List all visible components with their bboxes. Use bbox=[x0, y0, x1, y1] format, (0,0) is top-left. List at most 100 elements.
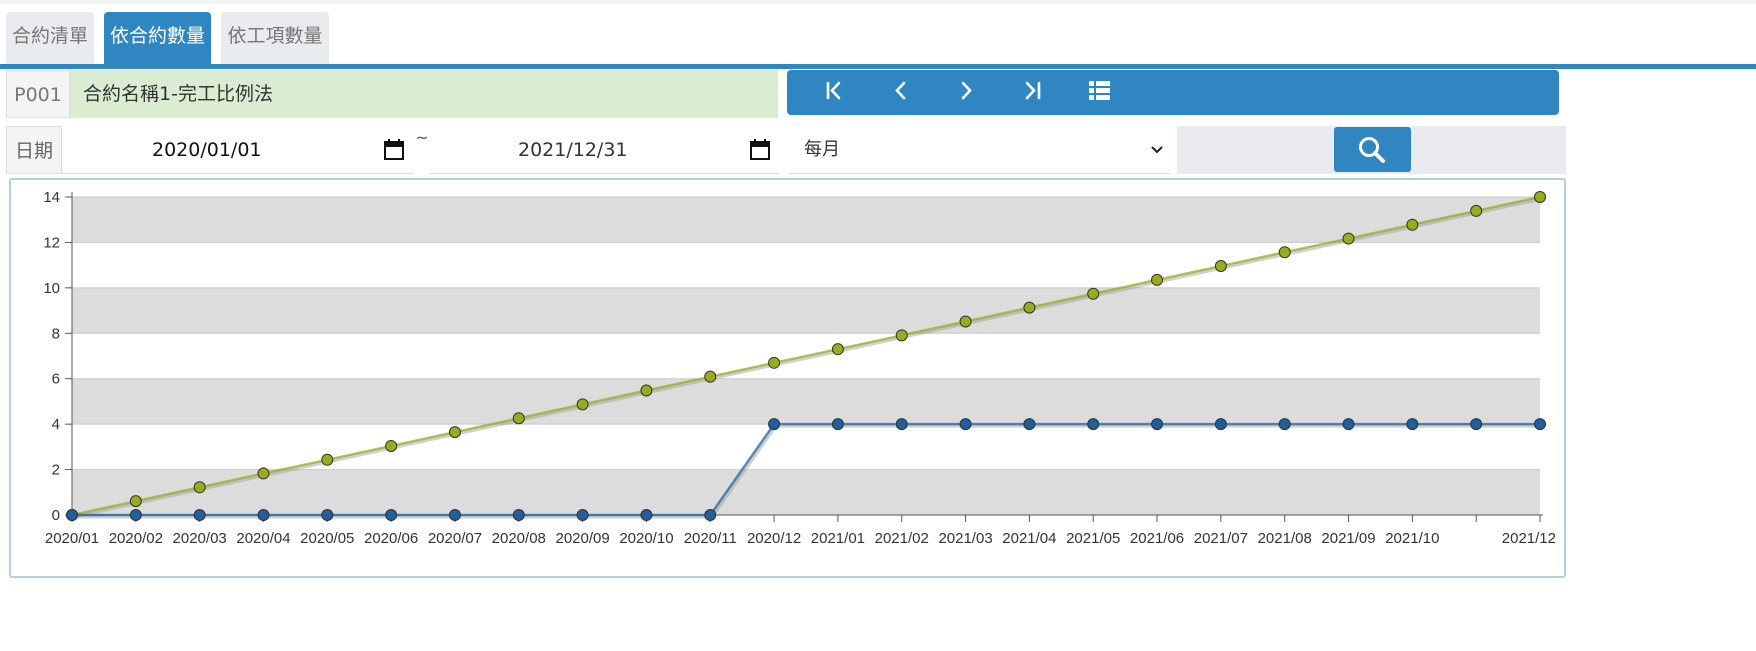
point bbox=[1023, 301, 1036, 314]
point bbox=[1151, 273, 1164, 286]
x-tick-label: 2020/01 bbox=[45, 530, 99, 547]
point bbox=[129, 509, 142, 521]
point bbox=[1087, 287, 1100, 300]
separator: ~ bbox=[415, 128, 429, 147]
calendar-icon bbox=[384, 139, 404, 160]
x-tick-label: 2020/12 bbox=[747, 530, 801, 547]
point bbox=[321, 453, 334, 466]
y-tick-label: 6 bbox=[52, 371, 60, 388]
point bbox=[1342, 232, 1355, 245]
point bbox=[831, 418, 844, 431]
x-tick-label: 2020/11 bbox=[684, 530, 737, 547]
point bbox=[640, 384, 653, 397]
y-tick-label: 2 bbox=[52, 462, 60, 479]
nav-bar bbox=[787, 70, 1559, 115]
point bbox=[1087, 418, 1100, 431]
point bbox=[768, 356, 781, 369]
series-shadow bbox=[73, 196, 1542, 519]
list-button[interactable] bbox=[1089, 81, 1110, 100]
point bbox=[321, 509, 334, 521]
point bbox=[1214, 418, 1227, 431]
x-tick-label: 2020/05 bbox=[300, 530, 354, 547]
point bbox=[385, 509, 398, 521]
x-tick-label: 2020/07 bbox=[428, 530, 482, 547]
point bbox=[448, 426, 461, 439]
grid-band bbox=[72, 378, 1540, 425]
point bbox=[193, 481, 206, 494]
x-tick-label: 2020/06 bbox=[364, 530, 418, 547]
start-date-input[interactable]: 2020/01/01 bbox=[62, 126, 414, 174]
prev-button[interactable] bbox=[895, 81, 906, 100]
search-button[interactable] bbox=[1334, 127, 1411, 172]
y-tick-label: 8 bbox=[52, 325, 60, 342]
point bbox=[448, 509, 461, 521]
last-button[interactable] bbox=[1025, 81, 1041, 100]
x-tick-label: 2020/03 bbox=[173, 530, 227, 547]
point bbox=[193, 509, 206, 521]
point bbox=[959, 418, 972, 431]
series-line bbox=[72, 422, 1540, 517]
period-select[interactable]: 每月 bbox=[788, 126, 1170, 174]
y-tick-label: 12 bbox=[43, 234, 60, 251]
point bbox=[1534, 418, 1546, 431]
point bbox=[1278, 418, 1291, 431]
point bbox=[1214, 260, 1227, 273]
point bbox=[257, 509, 270, 521]
next-button[interactable] bbox=[961, 81, 972, 100]
end-date-text: 2021/12/31 bbox=[518, 139, 628, 161]
tab-underline bbox=[0, 64, 1756, 69]
point bbox=[1406, 418, 1419, 431]
point bbox=[640, 509, 653, 521]
x-tick-label: 2021/02 bbox=[875, 530, 929, 547]
x-tick-label: 2021/05 bbox=[1066, 530, 1120, 547]
point bbox=[576, 509, 589, 521]
x-tick-label: 2020/02 bbox=[109, 530, 163, 547]
x-tick-label: 2020/08 bbox=[492, 530, 546, 547]
point bbox=[704, 509, 717, 521]
grid-band bbox=[72, 287, 1540, 334]
point bbox=[1406, 218, 1419, 231]
point bbox=[512, 509, 525, 521]
tab[interactable]: 依工項數量 bbox=[221, 12, 329, 64]
period-text: 每月 bbox=[804, 139, 840, 160]
search-area bbox=[1177, 126, 1566, 174]
point bbox=[831, 343, 844, 356]
point bbox=[895, 418, 908, 431]
start-date-text: 2020/01/01 bbox=[152, 139, 262, 161]
chevron bbox=[1151, 146, 1163, 154]
point bbox=[385, 439, 398, 452]
point bbox=[768, 418, 781, 431]
point bbox=[1470, 418, 1483, 431]
contract-code: P001 bbox=[6, 70, 70, 118]
calendar-icon bbox=[750, 139, 770, 160]
point bbox=[704, 370, 717, 383]
first-button[interactable] bbox=[826, 81, 841, 100]
point bbox=[1151, 418, 1164, 431]
x-tick-label: 2021/12 bbox=[1502, 530, 1556, 547]
end-date-input[interactable]: 2021/12/31 bbox=[430, 126, 780, 174]
x-tick-label: 2020/09 bbox=[555, 530, 609, 547]
point bbox=[512, 412, 525, 425]
point bbox=[1278, 246, 1291, 259]
point bbox=[129, 495, 142, 508]
x-tick-label: 2021/01 bbox=[811, 530, 865, 547]
x-tick-label: 2020/10 bbox=[619, 530, 673, 547]
point bbox=[1470, 204, 1483, 217]
tab[interactable]: 合約清單 bbox=[6, 12, 94, 64]
grid-band bbox=[72, 197, 1540, 243]
series-line bbox=[71, 195, 1541, 517]
x-tick-label: 2021/10 bbox=[1385, 530, 1439, 547]
point bbox=[895, 329, 908, 342]
point bbox=[257, 467, 270, 480]
date-label: 日期 bbox=[6, 126, 62, 174]
x-tick-label: 2020/04 bbox=[236, 530, 290, 547]
x-tick-label: 2021/03 bbox=[938, 530, 992, 547]
x-tick-label: 2021/06 bbox=[1130, 530, 1184, 547]
top-strip bbox=[0, 0, 1756, 4]
search-icon bbox=[1359, 137, 1385, 163]
x-tick-label: 2021/08 bbox=[1258, 530, 1312, 547]
tab[interactable]: 依合約數量 bbox=[104, 12, 211, 64]
y-tick-label: 10 bbox=[43, 280, 60, 297]
